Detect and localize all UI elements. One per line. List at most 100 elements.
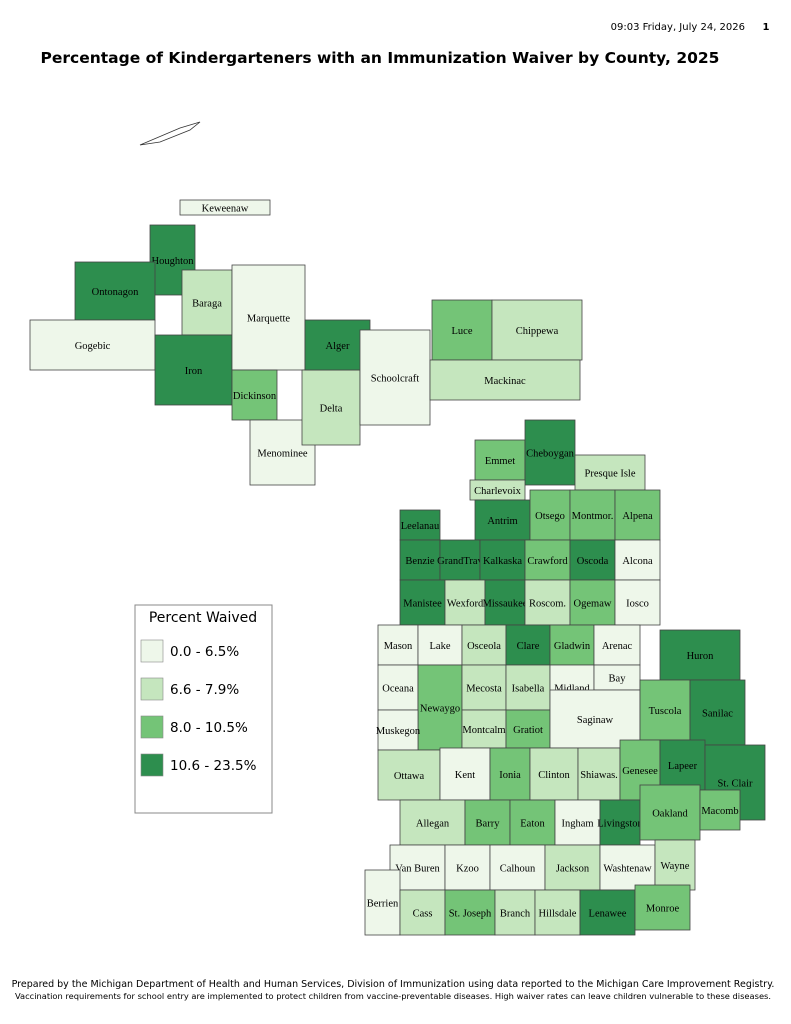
county-label: Washtenaw <box>603 864 652 875</box>
county <box>524 419 576 486</box>
county-label: Wayne <box>661 861 690 872</box>
county-label: Houghton <box>152 256 195 267</box>
county-label: Berrien <box>367 899 399 910</box>
legend-label: 10.6 - 23.5% <box>170 758 257 774</box>
county-label: Schoolcraft <box>371 374 419 385</box>
county <box>509 799 556 846</box>
county-label: Ontonagon <box>92 287 139 298</box>
county-label: Roscom. <box>529 599 566 610</box>
county-label: Ogemaw <box>574 599 612 610</box>
county-label: Baraga <box>192 299 222 310</box>
county-label: Monroe <box>646 904 680 915</box>
county <box>593 664 641 691</box>
county-label: St. Joseph <box>449 909 492 920</box>
county-label: Charlevoix <box>474 486 521 497</box>
legend-label: 6.6 - 7.9% <box>170 682 239 698</box>
county <box>474 439 526 481</box>
county <box>577 747 621 801</box>
county-label: Oceana <box>382 684 414 695</box>
county-label: Saginaw <box>577 715 614 726</box>
county <box>444 844 491 891</box>
county-label: Mason <box>384 641 413 652</box>
county <box>377 664 419 711</box>
county-label: Branch <box>500 909 531 920</box>
map-title: Percentage of Kindergarteners with an Im… <box>41 49 720 67</box>
county <box>579 889 636 936</box>
county-label: Hillsdale <box>539 909 577 920</box>
county-label: Huron <box>687 651 715 662</box>
county-label: Iron <box>185 366 203 377</box>
county <box>29 319 156 371</box>
county <box>639 679 691 741</box>
page-number: 1 <box>763 22 770 33</box>
county <box>614 539 661 581</box>
county-label: Arenac <box>602 641 633 652</box>
county <box>461 709 507 749</box>
county-label: Cheboygan <box>526 449 575 460</box>
county-label: Gratiot <box>513 725 543 736</box>
county <box>377 749 441 801</box>
county <box>569 489 616 541</box>
county-label: Livingston <box>597 819 643 830</box>
county-label: Crawford <box>527 556 568 567</box>
county <box>654 839 696 891</box>
county <box>484 579 526 626</box>
county-label: Newaygo <box>420 704 460 715</box>
county-label: Keweenaw <box>202 204 249 215</box>
county-layer: Keweenaw Houghton Ontonagon Gogebic Baraga Ir… <box>29 199 766 936</box>
county <box>444 579 486 626</box>
county-label: Ingham <box>561 819 593 830</box>
county-label: Alger <box>326 341 350 352</box>
county <box>74 261 156 321</box>
county-label: Presque Isle <box>584 469 635 480</box>
county-label: Luce <box>452 326 473 337</box>
county <box>439 747 491 801</box>
county <box>494 889 536 936</box>
timestamp: 09:03 Friday, July 24, 2026 <box>611 22 745 33</box>
county-label: Sanilac <box>702 709 733 720</box>
county-label: Gogebic <box>75 341 111 352</box>
county-label: Ionia <box>499 770 521 781</box>
county <box>431 299 493 361</box>
county-label: Alpena <box>622 511 653 522</box>
legend-box <box>134 604 273 814</box>
county <box>301 369 361 446</box>
county-label: Lapeer <box>668 761 698 772</box>
county-label: GrandTrav <box>437 556 483 567</box>
county-label: Lenawee <box>589 909 627 920</box>
county <box>574 454 646 491</box>
county-label: Emmet <box>485 456 515 467</box>
county-label: Manistee <box>403 599 442 610</box>
county <box>444 889 496 936</box>
county <box>593 624 641 666</box>
county <box>689 679 746 746</box>
footer-line: Vaccination requirements for school entr… <box>15 991 771 1001</box>
legend-label: 0.0 - 6.5% <box>170 644 239 660</box>
county <box>179 199 271 216</box>
county-label: Delta <box>320 404 343 415</box>
legend-items: 0.0 - 6.5% 6.6 - 7.9% 8.0 - 10.5% 10.6 - 23… <box>140 639 257 777</box>
county <box>599 799 641 846</box>
county-label: Marquette <box>247 314 290 325</box>
county-label: Genesee <box>622 766 658 777</box>
county-label: Dickinson <box>233 391 277 402</box>
isle-royale <box>139 121 201 146</box>
county-label: Van Buren <box>395 864 440 875</box>
county-label: Allegan <box>416 819 450 830</box>
county <box>524 539 571 581</box>
county <box>554 799 601 846</box>
county-label: Muskegon <box>376 726 421 737</box>
county <box>399 539 441 581</box>
county-label: Benzie <box>405 556 434 567</box>
county <box>505 624 551 666</box>
county-label: Menominee <box>257 449 307 460</box>
county <box>491 299 583 361</box>
county-label: Mecosta <box>466 684 502 695</box>
county <box>461 664 507 711</box>
county-label: Barry <box>476 819 501 830</box>
county-label: Macomb <box>701 806 738 817</box>
county-label: Kalkaska <box>483 556 522 567</box>
county-label: St. Clair <box>717 779 753 790</box>
county <box>534 889 581 936</box>
county <box>464 799 511 846</box>
